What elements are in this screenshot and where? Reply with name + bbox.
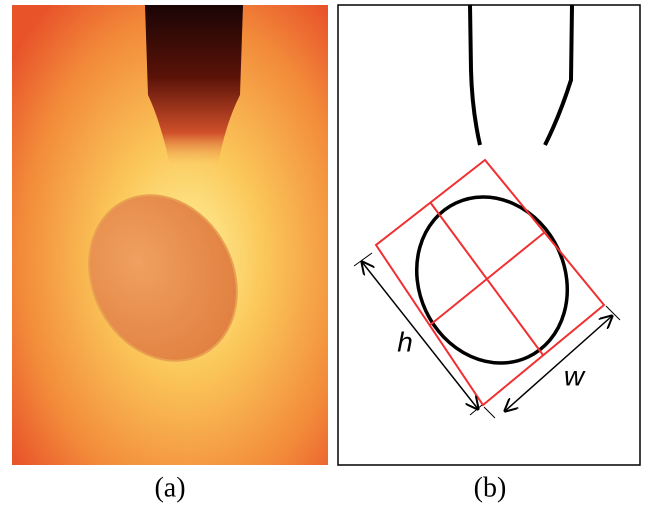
panel-caption: (a) <box>154 472 185 503</box>
panel-a <box>12 5 328 465</box>
panel-b: h w <box>338 5 640 465</box>
width-label: w <box>564 360 586 391</box>
figure: h w (a) (b) <box>0 0 657 507</box>
edge-image <box>338 5 640 465</box>
panel-caption: (b) <box>474 472 507 503</box>
height-label: h <box>397 326 413 357</box>
